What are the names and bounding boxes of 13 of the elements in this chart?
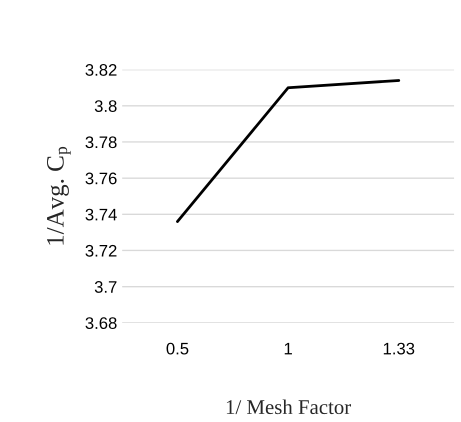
y-tick-label: 3.76 (86, 172, 117, 184)
y-axis-title: 1/Avg. C$_{p}$ (46, 146, 71, 245)
x-tick-label: 1 (284, 342, 292, 354)
x-axis-title: 1/ Mesh Factor (226, 399, 352, 414)
y-tick-label: 3.82 (86, 64, 116, 76)
y-tick-label: 3.68 (86, 317, 117, 330)
y-tick-label: 3.78 (86, 136, 117, 148)
x-tick-label: 0.5 (166, 342, 188, 355)
y-tick-label: 3.8 (94, 100, 117, 112)
x-tick-label: 1.33 (384, 342, 414, 355)
y-tick-label: 3.74 (86, 208, 117, 221)
y-tick-label: 3.7 (94, 281, 116, 293)
y-tick-label: 3.72 (86, 244, 116, 257)
